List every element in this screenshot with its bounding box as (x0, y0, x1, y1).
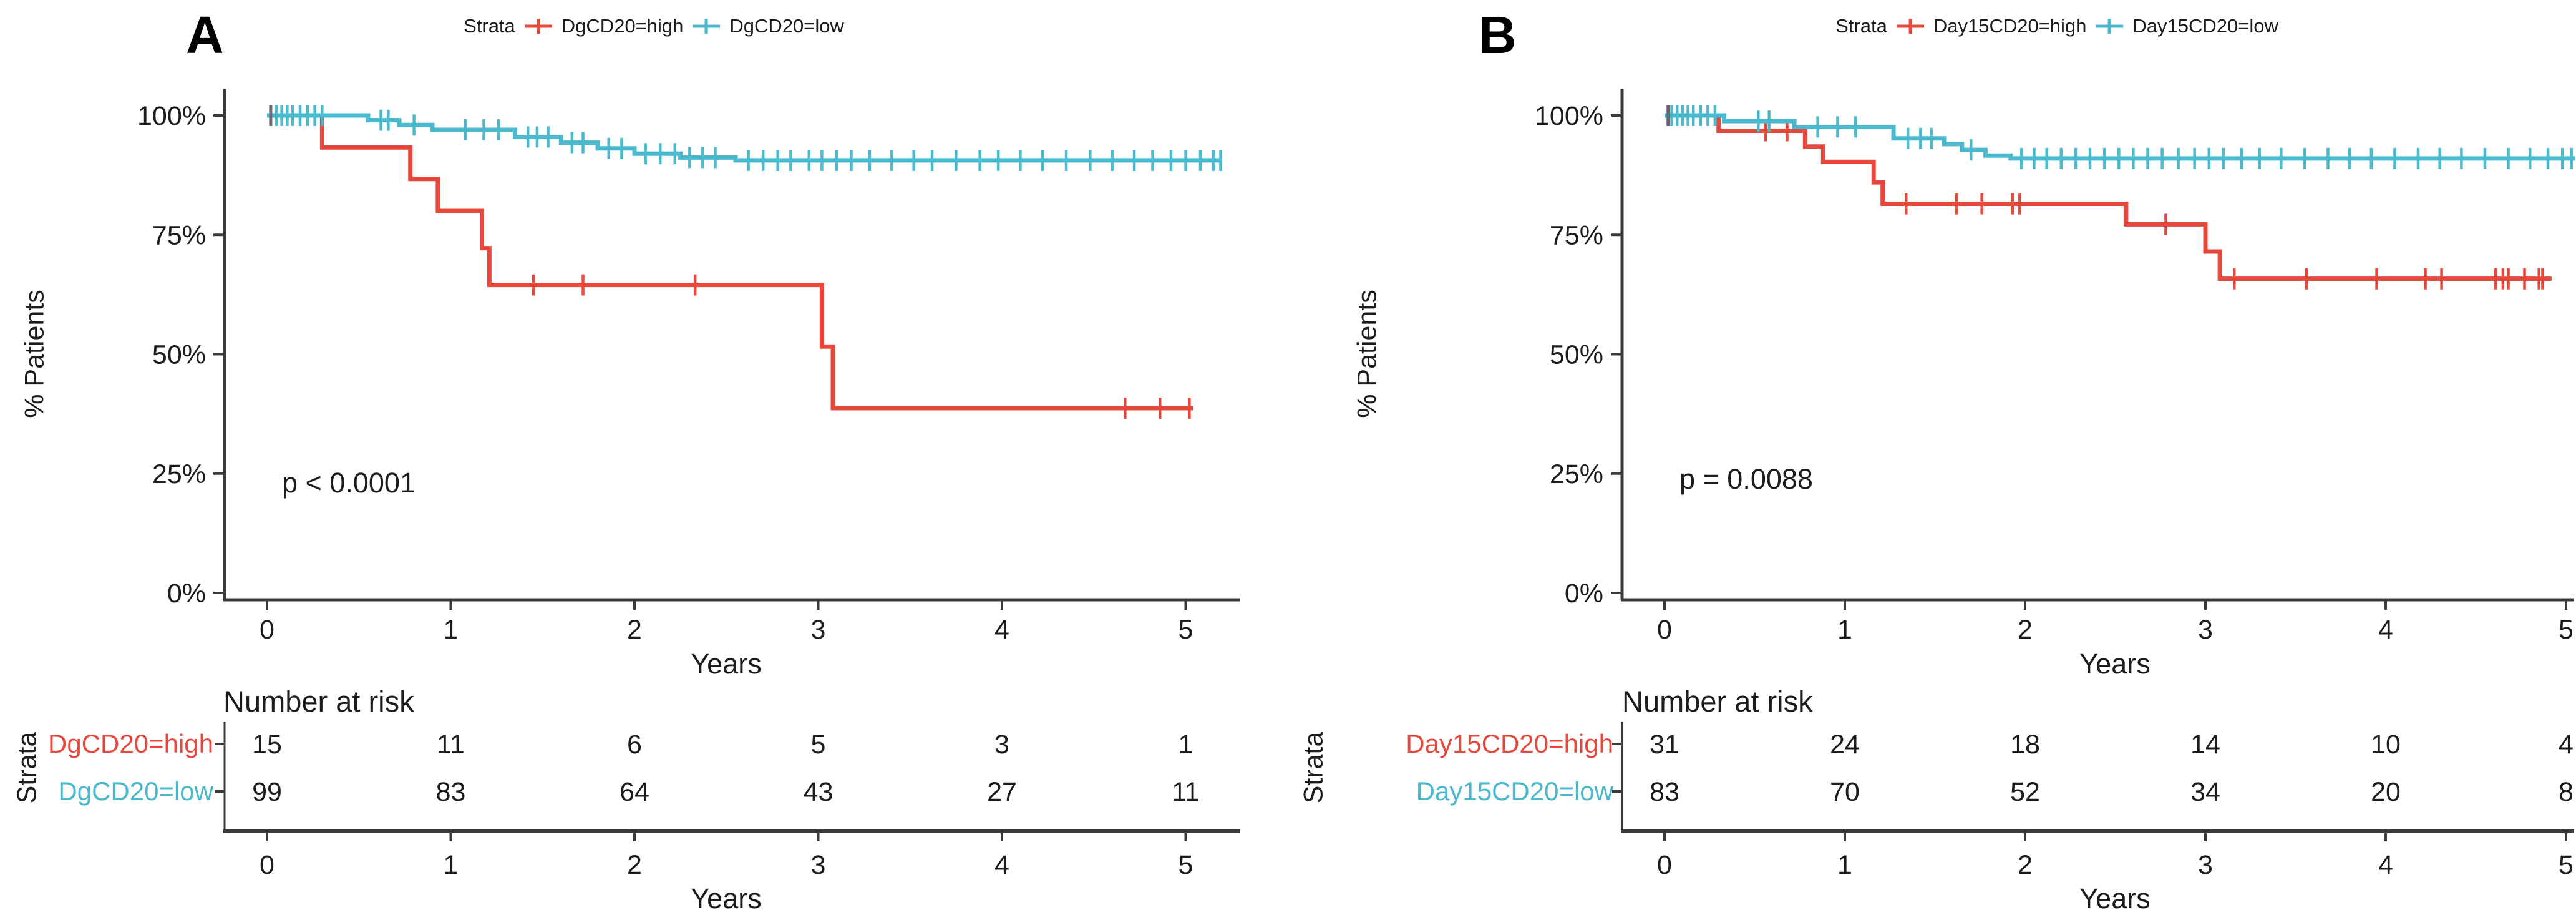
risk-x-tick-label: 0 (260, 850, 275, 880)
x-axis-title: Years (2079, 648, 2151, 680)
x-tick-label: 3 (2198, 615, 2213, 645)
risk-row-label-low: Day15CD20=low (1416, 776, 1613, 806)
panel-letter-a: A (186, 6, 224, 64)
x-tick-label: 2 (2018, 615, 2033, 645)
risk-count-low: 20 (2371, 777, 2401, 807)
x-tick-label: 0 (1657, 615, 1672, 645)
legend-a: Strata DgCD20=high DgCD20=low (464, 15, 844, 37)
risk-count-high: 5 (811, 730, 826, 760)
risk-count-high: 11 (437, 730, 465, 760)
risk-row-label-low: DgCD20=low (58, 776, 213, 806)
risk-count-high: 14 (2190, 730, 2220, 760)
risk-count-low: 11 (1172, 777, 1200, 807)
y-tick-label: 25% (1550, 459, 1603, 489)
y-tick-label: 0% (1565, 579, 1603, 609)
x-tick-label: 4 (994, 615, 1009, 645)
risk-count-high: 1 (1179, 730, 1193, 760)
risk-x-axis-title: Years (2079, 883, 2151, 914)
risk-table-title: Number at risk (1622, 685, 1813, 718)
y-tick-label: 50% (152, 340, 206, 370)
risk-count-low: 83 (1650, 777, 1679, 807)
censor-plus-icon (2095, 17, 2124, 36)
km-plot-b: 100%75%50%25%0%0 1 2 3 4 50 1 2 3 4 531 24 18 14 10 483… (1535, 89, 2575, 880)
censor-plus-icon (692, 17, 721, 36)
x-tick-label: 2 (627, 615, 642, 645)
risk-x-tick-label: 4 (994, 850, 1009, 880)
x-axis-title: Years (691, 648, 762, 680)
risk-x-tick-label: 2 (627, 850, 642, 880)
risk-count-low: 8 (2559, 777, 2574, 807)
risk-x-axis-title: Years (691, 883, 762, 914)
x-tick-label: 5 (2559, 615, 2574, 645)
risk-table-title: Number at risk (223, 685, 414, 718)
y-tick-label: 0% (167, 579, 206, 609)
risk-x-tick-label: 5 (1179, 850, 1193, 880)
risk-x-tick-label: 4 (2378, 850, 2393, 880)
risk-count-low: 43 (804, 777, 834, 807)
risk-count-high: 6 (627, 730, 642, 760)
legend-title: Strata (464, 15, 515, 37)
survival-curve-high (1665, 113, 2552, 281)
x-tick-label: 5 (1179, 615, 1193, 645)
risk-row-label-high: DgCD20=high (47, 729, 213, 758)
risk-count-high: 4 (2559, 730, 2574, 760)
legend-label-low: DgCD20=low (729, 15, 844, 37)
survival-curve-low (267, 113, 1221, 163)
risk-count-low: 70 (1830, 777, 1860, 807)
legend-label-high: DgCD20=high (561, 15, 684, 37)
risk-x-tick-label: 3 (811, 850, 826, 880)
risk-row-label-high: Day15CD20=high (1406, 729, 1613, 758)
x-tick-label: 3 (811, 615, 826, 645)
legend-label-low: Day15CD20=low (2132, 15, 2278, 37)
risk-x-tick-label: 2 (2018, 850, 2033, 880)
risk-x-tick-label: 0 (1657, 850, 1672, 880)
risk-count-low: 34 (2190, 777, 2220, 807)
risk-x-tick-label: 1 (1837, 850, 1852, 880)
x-tick-label: 0 (260, 615, 275, 645)
km-plot-a: 100% 75% 50% 25% 0% 0 1 2 3 4 5 0 1 2 3 4 5 15 11 6 5 3 1 99 83 6… (137, 89, 1240, 880)
risk-x-tick-label: 5 (2559, 850, 2574, 880)
risk-count-high: 3 (994, 730, 1009, 760)
y-tick-label: 75% (1550, 220, 1603, 250)
risk-x-tick-label: 1 (444, 850, 459, 880)
survival-curve-high (267, 113, 1193, 411)
panel-letter-b: B (1479, 6, 1517, 64)
legend-title: Strata (1835, 15, 1887, 37)
risk-x-tick-label: 3 (2198, 850, 2213, 880)
y-tick-label: 50% (1550, 340, 1603, 370)
risk-count-low: 64 (620, 777, 649, 807)
risk-count-high: 18 (2010, 730, 2040, 760)
panel-b: B Strata Day15CD20=high Day15CD20=low % … (1288, 0, 2576, 914)
risk-count-high: 31 (1650, 730, 1679, 760)
legend-b: Strata Day15CD20=high Day15CD20=low (1835, 15, 2278, 37)
x-tick-label: 1 (1837, 615, 1852, 645)
censor-plus-icon (524, 17, 553, 36)
y-tick-label: 100% (1535, 101, 1603, 131)
risk-count-low: 27 (987, 777, 1017, 807)
y-tick-label: 75% (152, 220, 206, 250)
x-tick-label: 1 (444, 615, 459, 645)
risk-count-low: 52 (2010, 777, 2040, 807)
p-value-label: p = 0.0088 (1679, 463, 1813, 495)
censor-plus-icon (1896, 17, 1925, 36)
risk-count-high: 10 (2371, 730, 2401, 760)
y-tick-label: 100% (137, 101, 206, 131)
risk-count-low: 99 (252, 777, 282, 807)
risk-count-high: 24 (1830, 730, 1860, 760)
p-value-label: p < 0.0001 (282, 467, 416, 499)
risk-count-low: 83 (436, 777, 466, 807)
x-tick-label: 4 (2378, 615, 2393, 645)
legend-label-high: Day15CD20=high (1933, 15, 2087, 37)
panel-a: A Strata DgCD20=high DgCD20=low % Patien… (0, 0, 1288, 914)
risk-count-high: 15 (252, 730, 282, 760)
y-tick-label: 25% (152, 459, 206, 489)
